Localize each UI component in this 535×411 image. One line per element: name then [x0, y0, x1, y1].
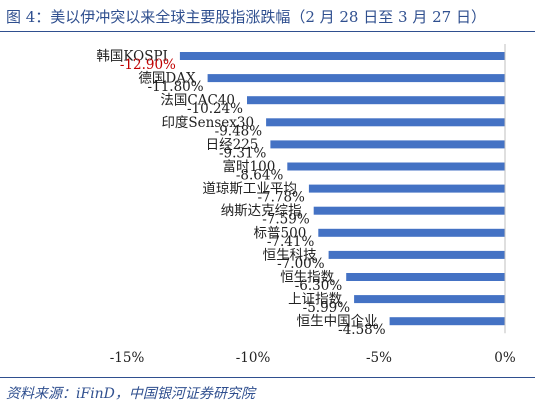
category-label: 标普500: [254, 225, 307, 241]
x-tick-label: -15%: [110, 350, 145, 366]
category-label: 上证指数: [288, 292, 342, 308]
bar: [247, 96, 505, 105]
data-label: -9.48%: [215, 123, 263, 139]
category-label: 道琼斯工业平均: [202, 181, 297, 197]
data-label: -11.80%: [148, 79, 204, 95]
bar: [313, 206, 505, 215]
title-divider: [0, 31, 535, 32]
bar: [328, 250, 505, 259]
bar: [318, 228, 505, 237]
category-label: 印度Sensex30: [161, 115, 254, 131]
category-label: 富时100: [223, 158, 276, 175]
x-tick-label: 0%: [494, 350, 516, 366]
source-note: 资料来源：iFinD，中国银河证券研究院: [6, 386, 255, 402]
category-label: 恒生指数: [280, 270, 334, 286]
data-label: -7.59%: [262, 212, 310, 228]
bar: [270, 140, 505, 149]
category-label: 恒生中国企业: [297, 313, 378, 330]
data-label: -5.99%: [303, 300, 351, 316]
category-label: 纳斯达克综指: [221, 203, 302, 219]
bar: [346, 273, 505, 281]
category-label: 恒生科技: [263, 247, 317, 263]
bar: [308, 184, 505, 193]
data-label: -10.24%: [187, 101, 243, 117]
bar: [266, 118, 505, 127]
data-label: -7.78%: [257, 190, 305, 206]
category-label: 法国CAC40: [160, 93, 235, 109]
bar: [287, 162, 505, 171]
chart-title: 图 4：美以伊冲突以来全球主要股指涨跌幅（2 月 28 日至 3 月 27 日）: [6, 8, 486, 26]
source-divider: [0, 377, 535, 378]
category-label: 日经225: [206, 137, 259, 153]
data-label: -7.41%: [267, 234, 315, 250]
x-tick-label: -10%: [236, 350, 271, 366]
data-label: -4.58%: [338, 322, 386, 338]
category-label: 德国DAX: [138, 71, 196, 87]
x-tick-label: -5%: [366, 350, 392, 366]
bar: [207, 74, 505, 83]
data-label: -12.90%: [120, 57, 176, 73]
data-label: -9.31%: [219, 145, 267, 161]
data-label: -6.30%: [295, 278, 343, 294]
bar: [354, 295, 505, 304]
category-label: 韩国KOSPI: [96, 49, 167, 65]
data-label: -7.00%: [277, 256, 325, 272]
bar: [179, 52, 505, 60]
bar: [389, 317, 505, 326]
data-label: -8.64%: [236, 168, 284, 184]
